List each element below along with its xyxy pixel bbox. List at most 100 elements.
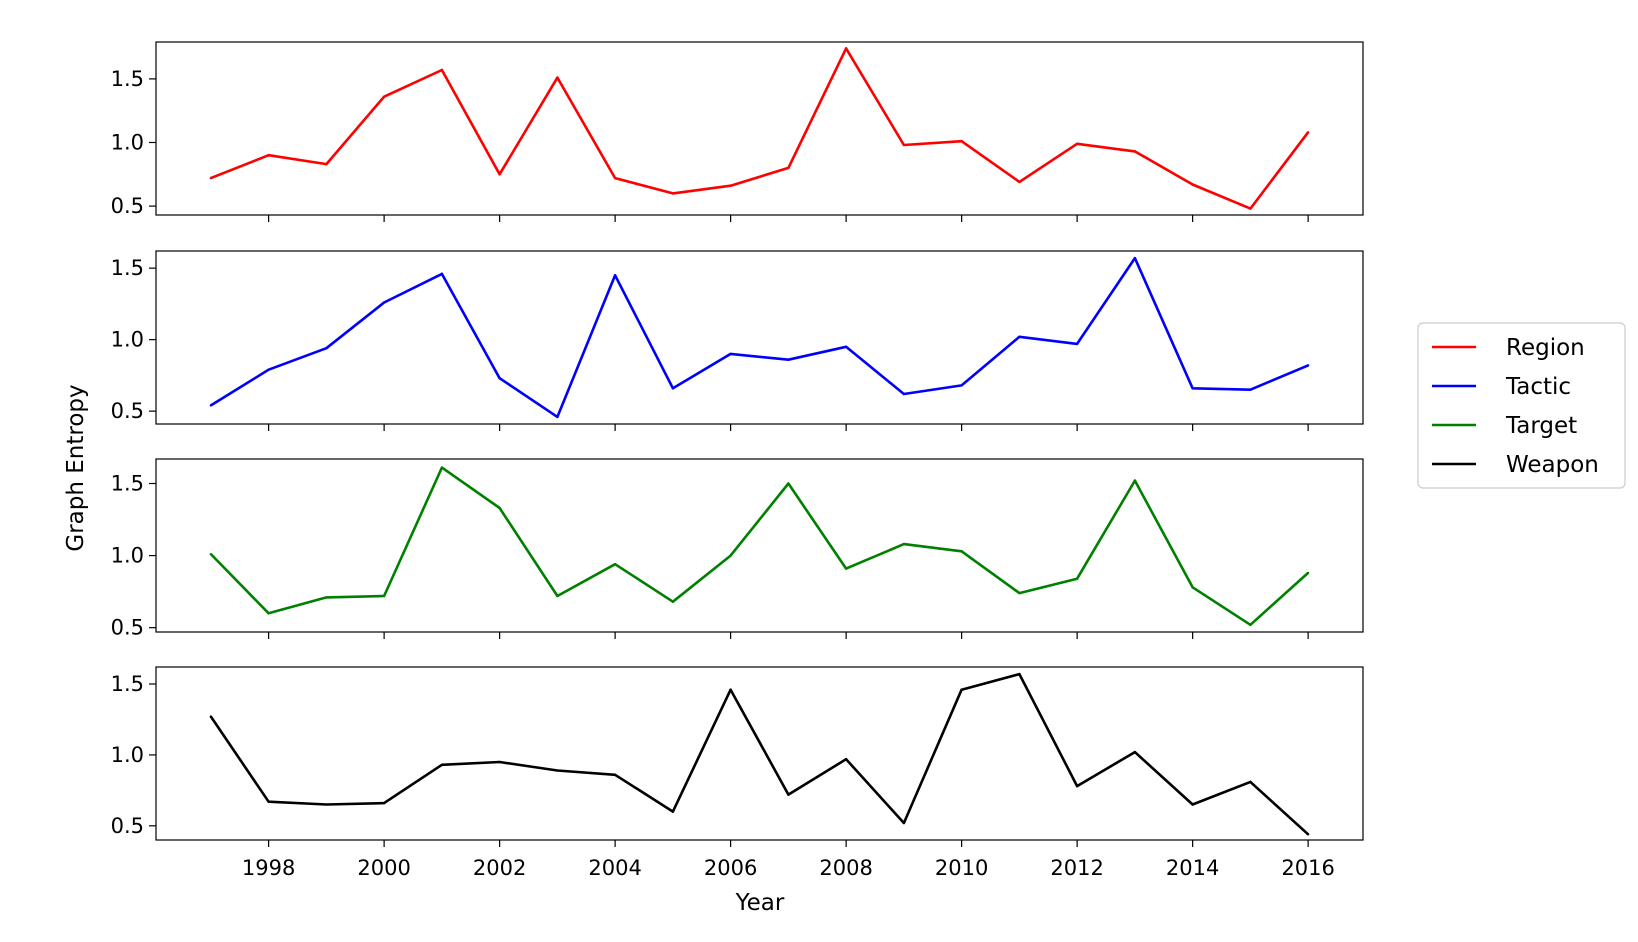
data-point [1191,586,1194,589]
data-point [440,68,444,72]
panel-frame [155,666,1364,841]
x-tick-label: 2014 [1166,856,1219,880]
data-point [325,347,328,350]
data-point [325,596,328,599]
y-tick-label: 1.0 [111,743,144,767]
x-tick-label: 1998 [242,856,295,880]
data-point [556,76,559,79]
panel-tactic: 0.5 1.0 1.5 [111,250,1364,431]
data-point [267,800,270,803]
series-line-weapon [209,672,1309,836]
data-point [1018,672,1021,676]
data-point [960,688,963,691]
data-point [960,550,963,553]
data-point [440,763,444,767]
y-tick-label: 1.0 [111,328,144,352]
data-point [1075,142,1079,145]
data-point [787,358,790,361]
data-point [613,176,617,180]
data-point [1191,183,1194,186]
panel-frame [155,250,1364,425]
y-tick-label: 1.5 [111,472,144,496]
x-tick-label: 2000 [357,856,410,880]
data-point [787,793,790,796]
data-point [209,552,213,556]
x-tick-label: 2006 [704,856,757,880]
y-tick-label: 0.5 [111,399,144,423]
data-point [729,184,732,187]
data-point [209,404,213,407]
x-tick-label: 2016 [1281,856,1334,880]
y-tick-label: 0.5 [111,616,144,640]
data-point [267,612,270,615]
x-tick-label: 2004 [588,856,641,880]
data-point [1306,833,1310,836]
data-point [844,567,848,570]
series-line-tactic [210,256,1309,419]
data-point [1075,342,1079,346]
data-point [1306,131,1310,134]
data-point [671,810,675,813]
y-tick-label: 1.5 [111,672,144,696]
data-point [382,95,386,98]
panel-weapon: 0.5 1.0 1.5 1998 2000 2002 2004 2006 2008 2010 201… [111,666,1364,880]
data-point [729,352,732,356]
data-point [902,392,906,396]
x-axis-label: Year [735,890,785,916]
data-point [556,769,559,772]
data-point [1018,591,1021,595]
data-point [498,760,501,764]
data-point [844,757,848,761]
data-point [1249,623,1252,626]
y-tick-label: 1.5 [111,67,144,91]
data-point [960,384,963,387]
data-point [556,415,559,419]
data-point [671,192,675,195]
data-point [1249,388,1252,391]
legend-label: Weapon [1506,452,1599,478]
legend-label: Tactic [1505,374,1571,400]
data-point [902,821,906,825]
data-point [382,594,386,598]
x-tick-label: 2010 [935,856,988,880]
series-line-region [210,47,1310,210]
data-point [209,176,213,180]
data-point [1306,364,1310,367]
data-point [844,345,848,348]
data-point [1249,780,1252,784]
data-point [960,140,963,143]
y-tick-label: 1.0 [111,544,144,568]
legend-box [1417,322,1626,489]
data-point [844,47,848,50]
data-point [1075,577,1079,580]
legend-label: Region [1506,335,1585,361]
data-point [729,554,732,557]
x-tick-label: 2008 [819,856,872,880]
data-point [1018,335,1021,338]
data-point [1133,256,1137,260]
data-point [1249,207,1252,210]
data-point [1018,180,1021,184]
data-point [498,377,501,380]
data-point [498,173,501,176]
data-point [1133,150,1137,153]
data-point [902,143,906,147]
chart-panels: 0.5 1.0 1.5 0.5 1.0 1.5 0.5 1.0 1.5 0.5 1.0 1.5 1998… [111,41,1364,880]
data-point [1191,387,1194,390]
x-tick-label: 2002 [473,856,526,880]
x-tick-label: 2012 [1050,856,1103,880]
data-point [729,688,732,691]
data-point [613,563,617,566]
y-tick-label: 1.0 [111,130,144,154]
legend: Region Tactic Target Weapon [1417,322,1626,489]
data-point [556,594,559,598]
data-point [1191,803,1194,806]
data-point [902,542,906,546]
series-line-target [209,466,1309,627]
panel-region: 0.5 1.0 1.5 [111,41,1364,222]
data-point [325,803,328,806]
data-point [209,715,213,718]
legend-label: Target [1505,413,1577,439]
data-point [440,466,444,469]
